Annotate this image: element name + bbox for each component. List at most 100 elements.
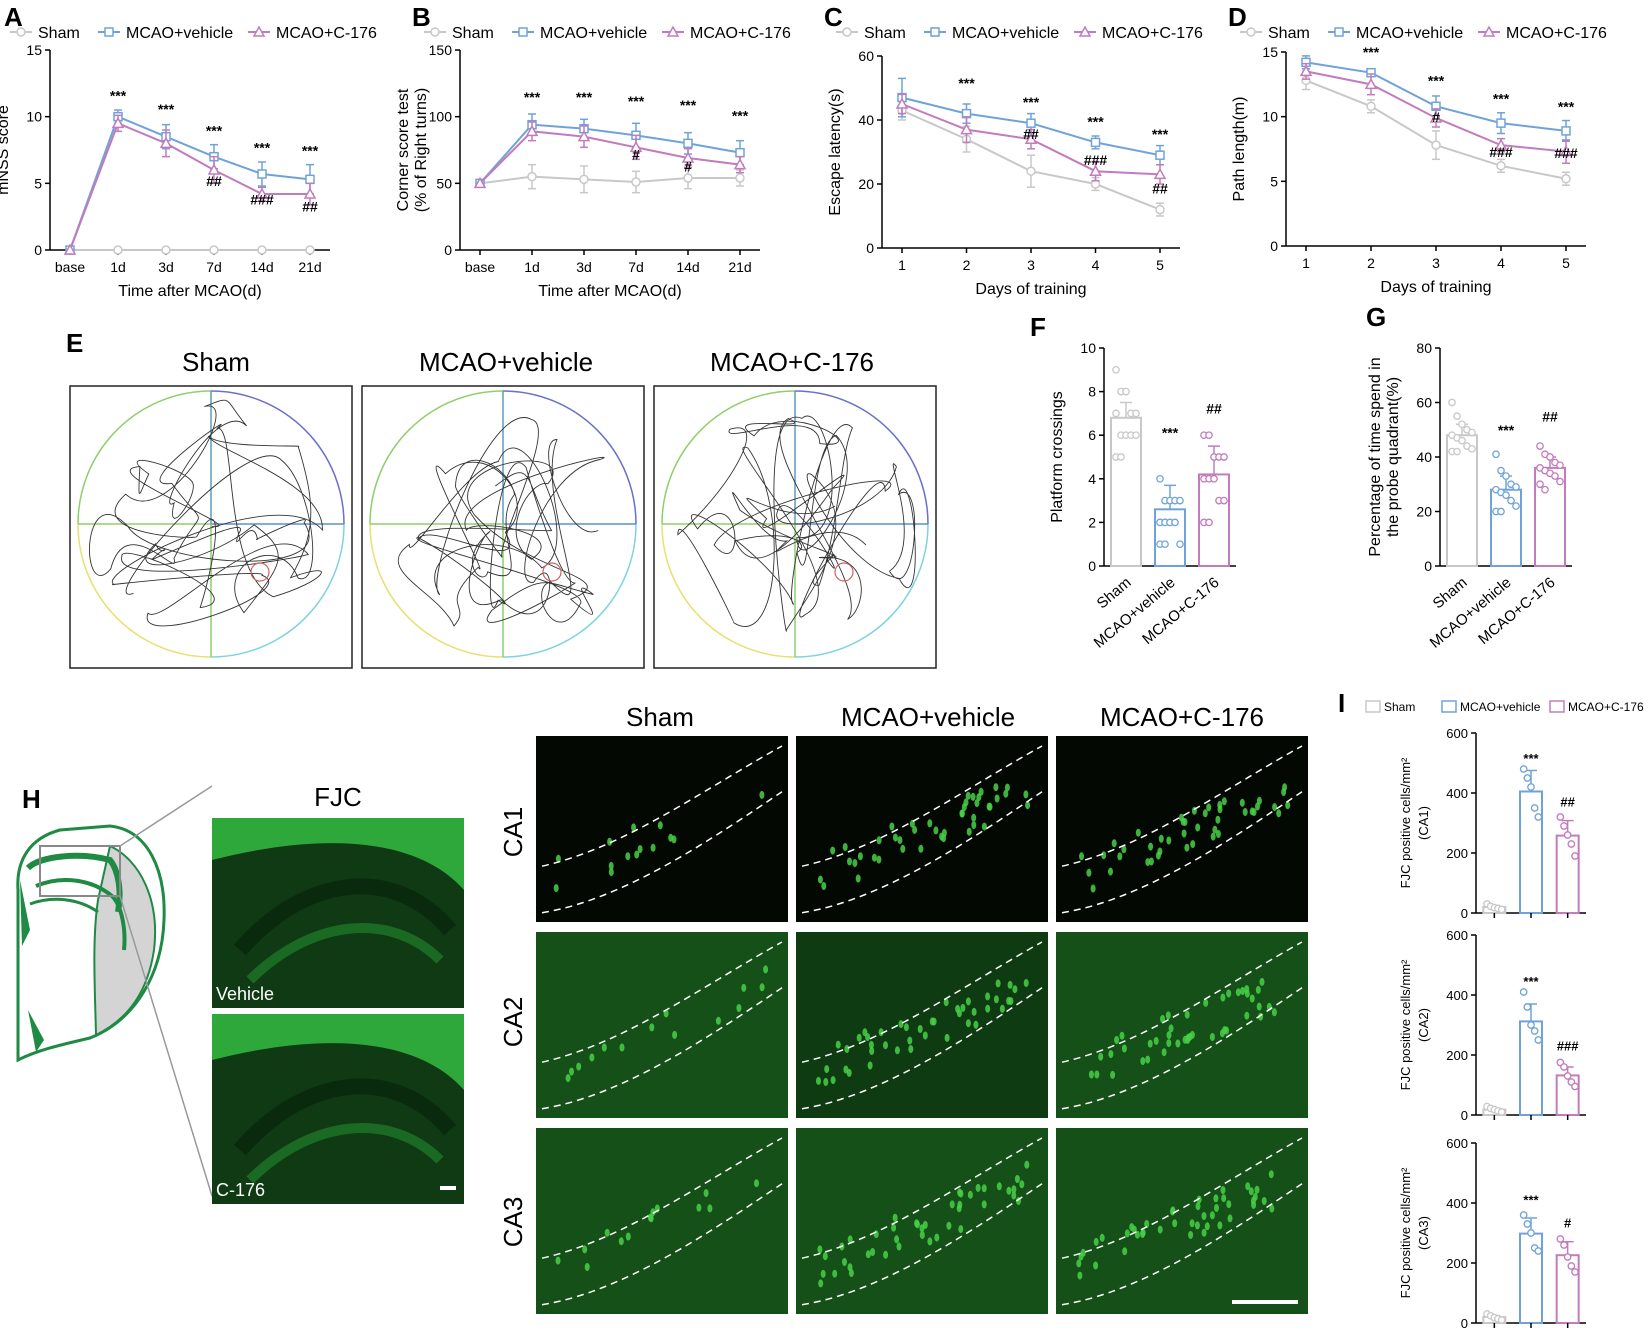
fluor-cell (1111, 839, 1117, 848)
fluor-cell (842, 843, 848, 851)
fluor-cell (896, 1242, 902, 1251)
layer-boundary (1061, 745, 1303, 867)
fluor-cell (900, 844, 906, 853)
scatter-point-vehicle (1519, 765, 1528, 773)
fluor-cell (965, 1019, 971, 1028)
significance-label: *** (302, 142, 319, 158)
significance-label: *** (1523, 974, 1539, 989)
fluor-cell (946, 1221, 952, 1230)
fluor-cell (909, 819, 915, 828)
fluor-cell (1255, 985, 1261, 994)
scatter-point-c176 (1563, 1253, 1572, 1261)
swim-path (397, 417, 605, 627)
scatter-point-c176 (1571, 1268, 1579, 1276)
fluor-cell (892, 833, 898, 842)
y-tick-label: 15 (1262, 44, 1278, 60)
data-point-c176 (733, 158, 747, 170)
scatter-point-c176 (1571, 852, 1579, 860)
fluor-cell (1189, 1219, 1195, 1228)
grid-row-ca3: CA3 (498, 1197, 528, 1248)
maze-track-c176 (653, 385, 937, 669)
data-point-sham (113, 245, 123, 255)
fluor-cell (1206, 803, 1212, 812)
fluor-cell (1215, 830, 1221, 838)
fjc-title: FJC (314, 782, 362, 812)
fluor-cell (1119, 1031, 1125, 1040)
fluor-cell (1011, 1185, 1017, 1194)
fluor-cell (898, 1020, 904, 1029)
significance-label: *** (1087, 113, 1104, 129)
data-point-c176 (525, 124, 539, 137)
fluor-cell (985, 992, 991, 1001)
y-tick-label: 6 (1088, 427, 1096, 443)
chart-b-corner-test: 0 50 100 150 base 1d 3d 7d 14d 21d Time after MCAO… (395, 42, 760, 300)
y-tick-label: 0 (1461, 1108, 1468, 1123)
y-tick-label: 2 (1088, 514, 1096, 530)
scatter-point-vehicle (1497, 466, 1505, 475)
fluor-cell (1209, 1211, 1215, 1220)
data-point-vehicle (735, 147, 745, 158)
y-tick-label: 0 (866, 240, 874, 256)
fluor-cell (1023, 979, 1029, 987)
fluor-cell (569, 1067, 574, 1076)
scatter-point-vehicle (1523, 1003, 1532, 1011)
legend-label-sham: Sham (1268, 25, 1310, 42)
scatter-point-vehicle (1492, 450, 1500, 459)
data-point-c176 (1364, 77, 1378, 90)
data-point-sham (1366, 101, 1376, 112)
legend-marker-vehicle (104, 27, 114, 37)
fluor-cell (1235, 988, 1241, 997)
y-tick-label: 200 (1446, 1048, 1468, 1063)
panel-label-g: G (1366, 302, 1386, 332)
fluor-cell (1157, 1225, 1163, 1234)
chart-f-platform-crossings: 0246810ShamMCAO+vehicleMCAO+C-176***##Pl… (1049, 340, 1236, 652)
fluor-cell (1093, 1261, 1099, 1270)
fluor-cell (1158, 834, 1164, 843)
scatter-point-vehicle (1502, 472, 1510, 480)
y-tick-label: 200 (1446, 1256, 1468, 1271)
legend-i: Sham MCAO+vehicle MCAO+C-176 (1365, 700, 1644, 714)
fluor-cell (967, 1190, 973, 1199)
bar-vehicle (1519, 790, 1543, 914)
fluor-cell (1190, 840, 1196, 849)
fluor-cell (1161, 1048, 1167, 1057)
bar-sham (1446, 434, 1478, 568)
data-point-sham (1155, 204, 1165, 215)
fluor-cell (847, 857, 852, 866)
legend-box-c176 (1549, 700, 1565, 713)
maze-quadrant-arc (77, 523, 212, 658)
fluor-cell (1249, 807, 1255, 816)
fluor-cell (555, 1256, 561, 1265)
fluor-cell (1249, 994, 1255, 1003)
fluor-cell (963, 798, 969, 807)
x-tick-label: 5 (1562, 255, 1570, 271)
fluor-cell (1272, 803, 1278, 812)
data-point-c176 (1494, 138, 1508, 150)
y-tick-label: 50 (436, 175, 452, 191)
layer-boundary (801, 745, 1043, 867)
scatter-point-c176 (1556, 461, 1564, 470)
fluor-cell (584, 1263, 590, 1271)
scatter-point-c176 (1567, 840, 1576, 848)
y-axis-label: FJC positive cells/mm² (1398, 757, 1413, 888)
chart-d-path-length: 0 5 10 15 1 2 3 4 5 Days of training Path length(m… (1231, 44, 1586, 296)
fluor-cell (823, 1078, 829, 1086)
fluor-cell (927, 819, 933, 828)
fluor-cell (941, 834, 947, 843)
fluor-cell (987, 802, 993, 811)
fluor-image-tissue (1056, 1128, 1308, 1314)
fluor-cell (958, 1225, 964, 1234)
x-tick-label: 14d (676, 259, 699, 275)
y-tick-label: 60 (858, 48, 874, 64)
y-tick-label: 0 (1424, 558, 1432, 574)
fluor-cell (1181, 829, 1187, 838)
significance-label: *** (1493, 91, 1510, 107)
y-tick-label: 10 (1262, 109, 1278, 125)
data-point-c176 (1299, 64, 1313, 77)
fluor-cell (830, 1076, 836, 1085)
significance-label: ### (1084, 152, 1108, 168)
x-tick-label: 21d (298, 259, 321, 275)
fluor-cell (1166, 836, 1172, 845)
fluor-cell (1172, 1219, 1178, 1228)
